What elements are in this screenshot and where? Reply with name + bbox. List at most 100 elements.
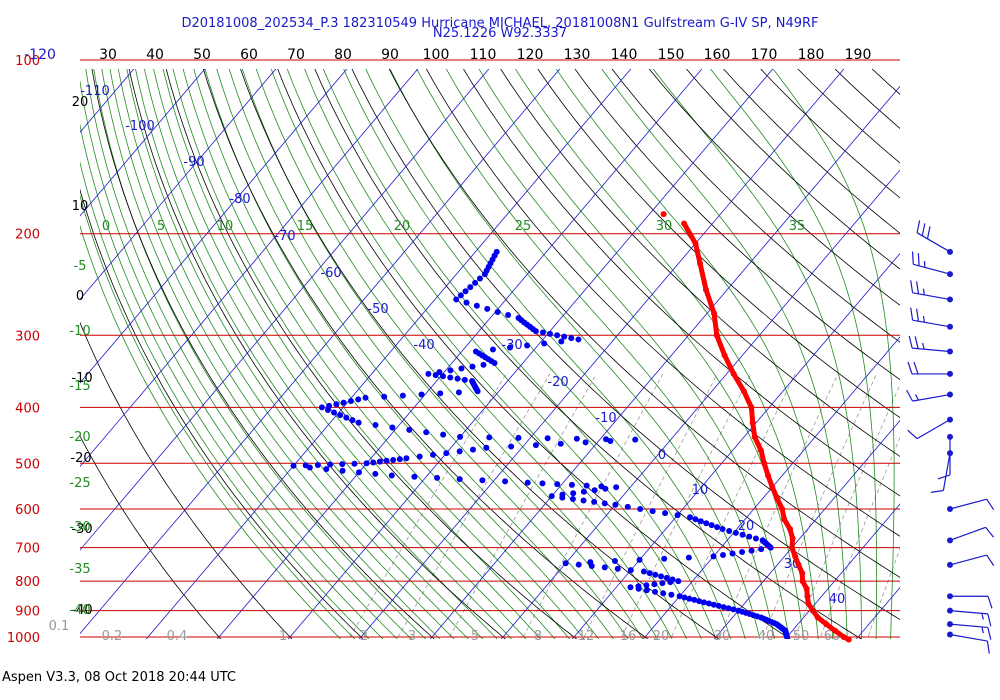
temperature-point — [702, 286, 709, 293]
mixing-ratio-label: 30 — [714, 629, 731, 644]
temperature-point — [789, 535, 796, 542]
dewpoint-point — [507, 344, 514, 351]
isotherm-line — [429, 85, 900, 639]
dry-adiabat-line — [760, 69, 900, 199]
top-axis-label: 170 — [751, 47, 778, 63]
temperature-point — [749, 419, 756, 426]
dewpoint-point — [423, 429, 430, 436]
wind-barb-flag — [907, 429, 918, 440]
mixing-ratio-label: 5 — [471, 629, 479, 644]
isotherm-line — [990, 34, 1000, 650]
moist-adiabat-line — [241, 69, 644, 639]
wind-barb-flag — [926, 226, 931, 239]
dewpoint-point — [591, 498, 598, 505]
isobar-label: 600 — [15, 503, 40, 518]
wind-barb — [911, 251, 953, 278]
wind-barb — [947, 593, 993, 609]
dewpoint-point — [505, 312, 512, 319]
top-axis-label: 180 — [798, 47, 825, 63]
moist-adiabat-label: 15 — [297, 219, 314, 234]
mixing-ratio-line — [396, 373, 551, 639]
mixing-ratio-label: 20 — [653, 629, 670, 644]
dewpoint-point — [636, 556, 643, 563]
temperature-point — [740, 388, 747, 395]
temperature-point — [787, 526, 794, 533]
dewpoint-point — [524, 479, 531, 486]
moist-adiabat-line — [515, 69, 819, 639]
dewpoint-point — [784, 634, 790, 639]
dewpoint-point — [306, 464, 313, 471]
wind-barb-flag — [987, 613, 992, 627]
temperature-point — [713, 332, 720, 339]
moist-adiabat-side-label: -20 — [69, 430, 90, 445]
moist-adiabat-line — [80, 194, 356, 639]
moist-adiabat-line — [80, 161, 370, 639]
moist-adiabat-line — [416, 69, 775, 639]
dewpoint-point — [457, 433, 464, 440]
temperature-point — [788, 544, 795, 551]
dewpoint-point — [705, 600, 712, 607]
isotherm-label: -90 — [183, 155, 204, 170]
isobar-label: 800 — [15, 575, 40, 590]
dewpoint-point — [290, 462, 297, 469]
dewpoint-point — [752, 535, 759, 542]
dry-adiabat-line — [202, 69, 649, 639]
isotherm-line — [80, 69, 348, 384]
dewpoint-point — [314, 461, 321, 468]
temperature-point — [774, 495, 781, 502]
mixing-ratio-label: 0.4 — [167, 629, 188, 644]
isotherm-line — [500, 169, 900, 639]
dewpoint-point — [381, 393, 388, 400]
temperature-point — [781, 516, 788, 523]
dewpoint-point — [340, 399, 347, 406]
wind-barb — [910, 280, 953, 303]
dewpoint-point — [739, 549, 746, 556]
dewpoint-point — [602, 485, 609, 492]
wind-barb-flag — [937, 474, 951, 480]
isotherm-label: -70 — [274, 229, 295, 244]
top-axis-label: 120 — [517, 47, 544, 63]
wind-barb — [947, 607, 992, 627]
dewpoint-point — [324, 406, 331, 413]
dewpoint-point — [658, 573, 665, 580]
wind-barb — [947, 498, 995, 512]
dewpoint-point — [701, 599, 708, 606]
temperature-point — [814, 614, 821, 621]
wind-barb — [947, 554, 995, 568]
top-axis-label: 150 — [658, 47, 685, 63]
wind-barb-flag — [917, 253, 920, 266]
temperature-point — [660, 211, 667, 218]
temperature-point — [697, 260, 704, 267]
wind-barb-staff — [912, 319, 951, 328]
temperature-point — [761, 460, 768, 467]
isobar-label: 700 — [15, 542, 40, 557]
wind-barb-staff — [912, 347, 951, 353]
moist-adiabat-line — [216, 69, 614, 639]
moist-adiabat-line — [135, 69, 498, 639]
moist-adiabat-line — [126, 69, 484, 639]
top-axis-label: -120 — [24, 47, 56, 63]
moist-adiabat-line — [772, 69, 895, 639]
dewpoint-point — [729, 550, 736, 557]
moist-adiabat-line — [304, 69, 702, 639]
dewpoint-point — [411, 473, 418, 480]
wind-barb — [947, 526, 995, 544]
temperature-point — [751, 433, 758, 440]
dry-adiabat-line — [277, 69, 791, 639]
dewpoint-point — [652, 571, 659, 578]
wind-barb-staff — [913, 263, 951, 275]
isotherm-line — [80, 69, 490, 551]
dewpoint-point — [484, 305, 491, 312]
mixing-ratio-line — [793, 383, 900, 639]
dewpoint-point — [632, 436, 639, 443]
wind-barb-staff — [949, 526, 986, 541]
dewpoint-point — [583, 482, 590, 489]
dewpoint-point — [331, 409, 338, 416]
temperature-point — [845, 636, 852, 643]
dry-adiabat-label: -10 — [71, 371, 92, 386]
top-axis-label: 80 — [334, 47, 352, 63]
wind-barb — [907, 361, 953, 377]
dewpoint-point — [710, 553, 717, 560]
dewpoint-point — [663, 574, 670, 581]
